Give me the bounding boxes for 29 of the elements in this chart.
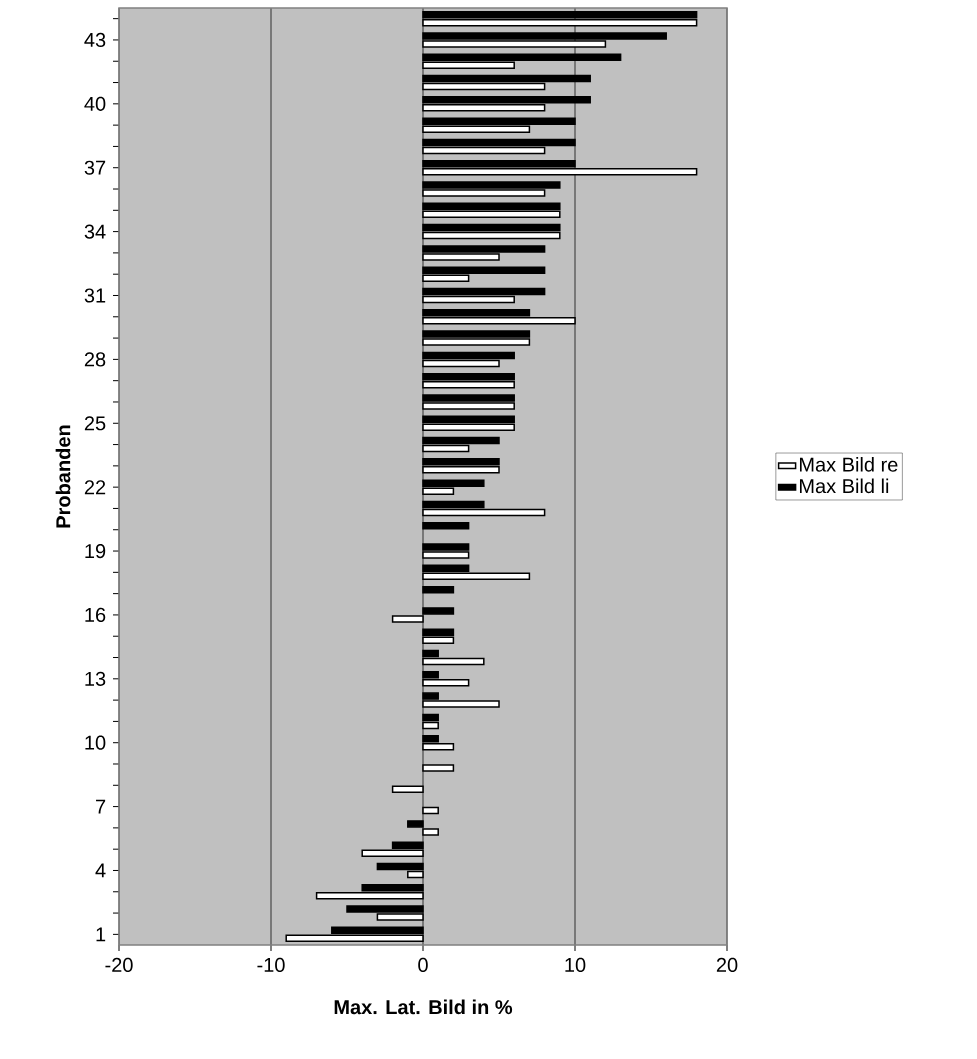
bar	[422, 585, 455, 594]
y-tick-label: 25	[84, 416, 106, 431]
y-tick-label: 13	[85, 671, 106, 686]
y-tick-label: 22	[84, 480, 106, 495]
y-tick-label: 10	[85, 735, 106, 750]
y-tick-label: 40	[84, 96, 106, 111]
x-tick-label: 20	[716, 957, 738, 973]
y-tick-label: 34	[84, 224, 106, 239]
y-tick-label: 19	[85, 543, 106, 559]
y-tick-label: 4	[95, 863, 106, 878]
y-tick-label: 1	[96, 927, 106, 942]
legend-label: Max Bild li	[799, 478, 889, 494]
y-tick-label: 31	[84, 288, 106, 303]
bar	[422, 522, 470, 530]
x-tick-label: 0	[418, 957, 428, 973]
bar	[391, 785, 424, 794]
bar	[422, 764, 455, 772]
x-axis-title: Max. Lat. Bild in %	[334, 999, 513, 1015]
legend-label: Max Bild re	[799, 457, 898, 472]
x-tick-label: -20	[105, 957, 133, 973]
y-tick-label: 43	[84, 32, 106, 48]
y-tick-label: 16	[85, 607, 106, 623]
x-tick-label: -10	[257, 957, 285, 973]
y-axis-title: Probanden	[55, 425, 71, 528]
x-tick-label: 10	[565, 957, 586, 973]
y-tick-label: 28	[84, 352, 106, 367]
y-tick-label: 7	[96, 799, 106, 814]
bar	[422, 806, 439, 815]
y-tick-label: 37	[84, 160, 106, 175]
